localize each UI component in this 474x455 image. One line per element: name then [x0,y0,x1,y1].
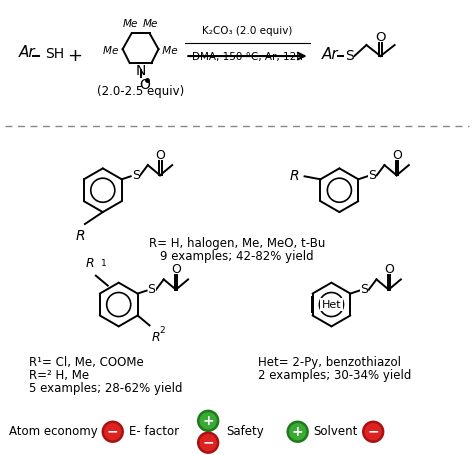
Text: Het: Het [322,299,341,309]
Text: R: R [152,331,160,344]
Text: +: + [202,414,214,428]
Circle shape [198,433,218,453]
Text: 2 examples; 30-34% yield: 2 examples; 30-34% yield [258,369,411,382]
Text: 9 examples; 42-82% yield: 9 examples; 42-82% yield [160,250,314,263]
Text: S: S [132,169,140,182]
Text: +: + [67,47,82,65]
Text: (2.0-2.5 equiv): (2.0-2.5 equiv) [97,85,184,98]
Text: Ar: Ar [321,46,338,61]
Text: S: S [360,283,368,296]
Text: 2: 2 [160,326,165,335]
Text: S: S [345,49,354,63]
Text: R¹= Cl, Me, COOMe: R¹= Cl, Me, COOMe [29,356,144,369]
Text: DMA, 150 °C, Ar, 12h: DMA, 150 °C, Ar, 12h [192,52,303,62]
Circle shape [288,422,308,442]
Text: −: − [202,436,214,450]
Text: Atom economy: Atom economy [9,425,98,438]
Text: Safety: Safety [226,425,264,438]
Text: O: O [384,263,394,276]
Text: Me: Me [143,19,158,29]
Text: Het= 2-Py, benzothiazol: Het= 2-Py, benzothiazol [258,356,401,369]
Text: O: O [172,263,182,276]
Text: K₂CO₃ (2.0 equiv): K₂CO₃ (2.0 equiv) [202,26,292,36]
Text: O: O [375,30,386,44]
Text: Me: Me [103,46,122,56]
Text: N: N [136,64,146,78]
Text: R: R [290,169,300,183]
Circle shape [198,411,218,431]
Text: Ar: Ar [19,45,36,60]
Circle shape [363,422,383,442]
Text: E- factor: E- factor [128,425,179,438]
Text: −: − [107,425,118,439]
Text: 1: 1 [101,259,107,268]
Text: O: O [139,78,150,92]
Text: −: − [367,425,379,439]
Text: Solvent: Solvent [313,425,358,438]
Circle shape [103,422,123,442]
Text: R: R [85,257,94,270]
Text: S: S [368,169,376,182]
Text: Me: Me [123,19,138,29]
Text: O: O [155,148,165,162]
Text: R= H, halogen, Me, MeO, t-Bu: R= H, halogen, Me, MeO, t-Bu [149,237,325,250]
Text: Me: Me [159,46,178,56]
Text: SH: SH [45,47,64,61]
Text: R=² H, Me: R=² H, Me [29,369,90,382]
Text: O: O [392,148,402,162]
Text: R: R [76,229,86,243]
Text: 5 examples; 28-62% yield: 5 examples; 28-62% yield [29,382,182,395]
Text: +: + [292,425,303,439]
Text: S: S [147,283,155,296]
